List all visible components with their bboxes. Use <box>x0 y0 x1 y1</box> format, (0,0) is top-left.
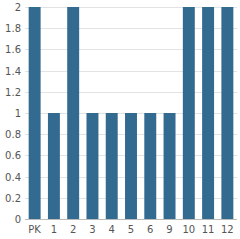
x-tick-label: 10 <box>182 224 195 235</box>
bar <box>125 113 137 219</box>
bar <box>86 113 98 219</box>
x-tick-label: 12 <box>221 224 234 235</box>
bar <box>202 7 214 219</box>
x-tick-label: 11 <box>202 224 215 235</box>
x-tick-label: PK <box>28 224 41 235</box>
x-tick-label: 1 <box>51 224 57 235</box>
grid-line <box>25 219 237 220</box>
y-tick-label: 0.2 <box>5 193 21 204</box>
y-tick-label: 1.6 <box>5 44 21 55</box>
bar <box>183 7 195 219</box>
y-tick-label: 1.4 <box>5 66 21 77</box>
y-tick-label: 1 <box>15 108 21 119</box>
y-tick-label: 1.2 <box>5 87 21 98</box>
bar <box>144 113 156 219</box>
y-tick-label: 0.6 <box>5 150 21 161</box>
chart: 00.20.40.60.811.21.41.61.82PK12345691011… <box>0 0 240 239</box>
bar <box>221 7 233 219</box>
x-tick-label: 5 <box>128 224 134 235</box>
x-tick-label: 4 <box>109 224 115 235</box>
bars <box>29 7 234 219</box>
x-tick-label: 9 <box>166 224 172 235</box>
bar <box>164 113 176 219</box>
bar <box>48 113 60 219</box>
grid <box>25 8 237 220</box>
y-tick-label: 0.4 <box>5 172 21 183</box>
bar <box>29 7 41 219</box>
y-tick-label: 0 <box>15 214 21 225</box>
y-tick-label: 2 <box>15 2 21 13</box>
x-axis <box>25 219 237 220</box>
bar <box>106 113 118 219</box>
x-tick-label: 2 <box>70 224 76 235</box>
chart-container: 00.20.40.60.811.21.41.61.82PK12345691011… <box>0 0 240 239</box>
y-tick-label: 1.8 <box>5 23 21 34</box>
x-tick-label: 3 <box>89 224 95 235</box>
bar <box>67 7 79 219</box>
x-tick-label: 6 <box>147 224 153 235</box>
y-tick-label: 0.8 <box>5 129 21 140</box>
